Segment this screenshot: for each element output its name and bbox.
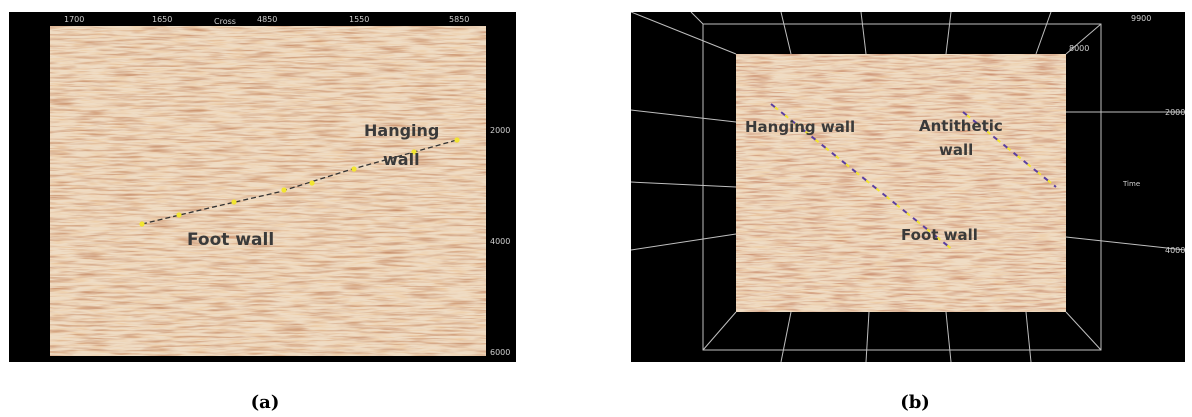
box-edge bbox=[1065, 311, 1102, 351]
box-edge bbox=[860, 12, 867, 55]
box-edge bbox=[690, 12, 704, 25]
tick-top-a: 1550 bbox=[349, 15, 369, 24]
box-edge bbox=[1035, 12, 1052, 55]
tick-right-a: 4000 bbox=[490, 237, 510, 246]
caption-b: (b) bbox=[900, 392, 930, 413]
label-antithetic-wall-b: Antithetic bbox=[919, 117, 1003, 135]
tick-right-b: 4000 bbox=[1165, 246, 1185, 255]
box-edge bbox=[702, 311, 737, 351]
tick-top-a: Cross bbox=[214, 17, 236, 26]
tick-top-a: 5850 bbox=[449, 15, 469, 24]
label-foot-wall-b: Foot wall bbox=[901, 226, 978, 244]
box-edge bbox=[780, 12, 792, 55]
fault-marker bbox=[454, 137, 460, 143]
box-edge bbox=[780, 311, 792, 362]
box-edge bbox=[945, 311, 952, 362]
fault-marker bbox=[231, 199, 237, 205]
label-foot-wall-a: Foot wall bbox=[187, 230, 274, 250]
box-edge bbox=[1065, 236, 1185, 251]
fault-line-a bbox=[141, 139, 458, 225]
fault-marker bbox=[309, 180, 315, 186]
tick-right-b: 2000 bbox=[1165, 108, 1185, 117]
seismic-panel-a: 1700 1650 Cross 4850 1550 5850 2000 4000… bbox=[9, 12, 516, 362]
wireframe-box bbox=[631, 12, 1185, 362]
seismic-section-b: 9900 8000 2000 4000 Time Hanging wall An… bbox=[631, 12, 1185, 362]
box-edge bbox=[1025, 311, 1032, 362]
label-antithetic-wall-b-line2: wall bbox=[939, 141, 973, 159]
fault-marker bbox=[411, 149, 417, 155]
tick-top-a: 1650 bbox=[152, 15, 172, 24]
seismic-section-a: 1700 1650 Cross 4850 1550 5850 2000 4000… bbox=[50, 15, 510, 357]
box-edge bbox=[631, 12, 737, 55]
fault-marker bbox=[351, 166, 357, 172]
axis-label-time: Time bbox=[1122, 180, 1140, 188]
fault-markers-b-2 bbox=[962, 111, 1057, 188]
box-edge bbox=[1065, 23, 1102, 55]
tick-right-a: 2000 bbox=[490, 126, 510, 135]
tick-top-b: 9900 bbox=[1131, 14, 1151, 23]
fault-marker bbox=[139, 221, 145, 227]
fault-marker bbox=[176, 212, 182, 218]
box-edge bbox=[631, 233, 737, 251]
box-edge bbox=[865, 311, 870, 362]
box-edge bbox=[945, 12, 952, 55]
seismic-panel-b: 9900 8000 2000 4000 Time Hanging wall An… bbox=[631, 12, 1185, 362]
tick-top-a: 1700 bbox=[64, 15, 84, 24]
fault-marker bbox=[281, 187, 287, 193]
tick-top-b: 8000 bbox=[1069, 44, 1089, 53]
box-edge bbox=[631, 109, 737, 123]
label-hanging-wall-b: Hanging wall bbox=[745, 118, 855, 136]
caption-a: (a) bbox=[250, 392, 280, 413]
label-hanging-wall-a: Hanging bbox=[364, 121, 439, 140]
box-edge bbox=[631, 181, 737, 188]
tick-top-a: 4850 bbox=[257, 15, 277, 24]
tick-right-a: 6000 bbox=[490, 348, 510, 357]
label-hanging-wall-a-line2: wall bbox=[383, 150, 420, 169]
fault-markers-a bbox=[139, 137, 460, 227]
